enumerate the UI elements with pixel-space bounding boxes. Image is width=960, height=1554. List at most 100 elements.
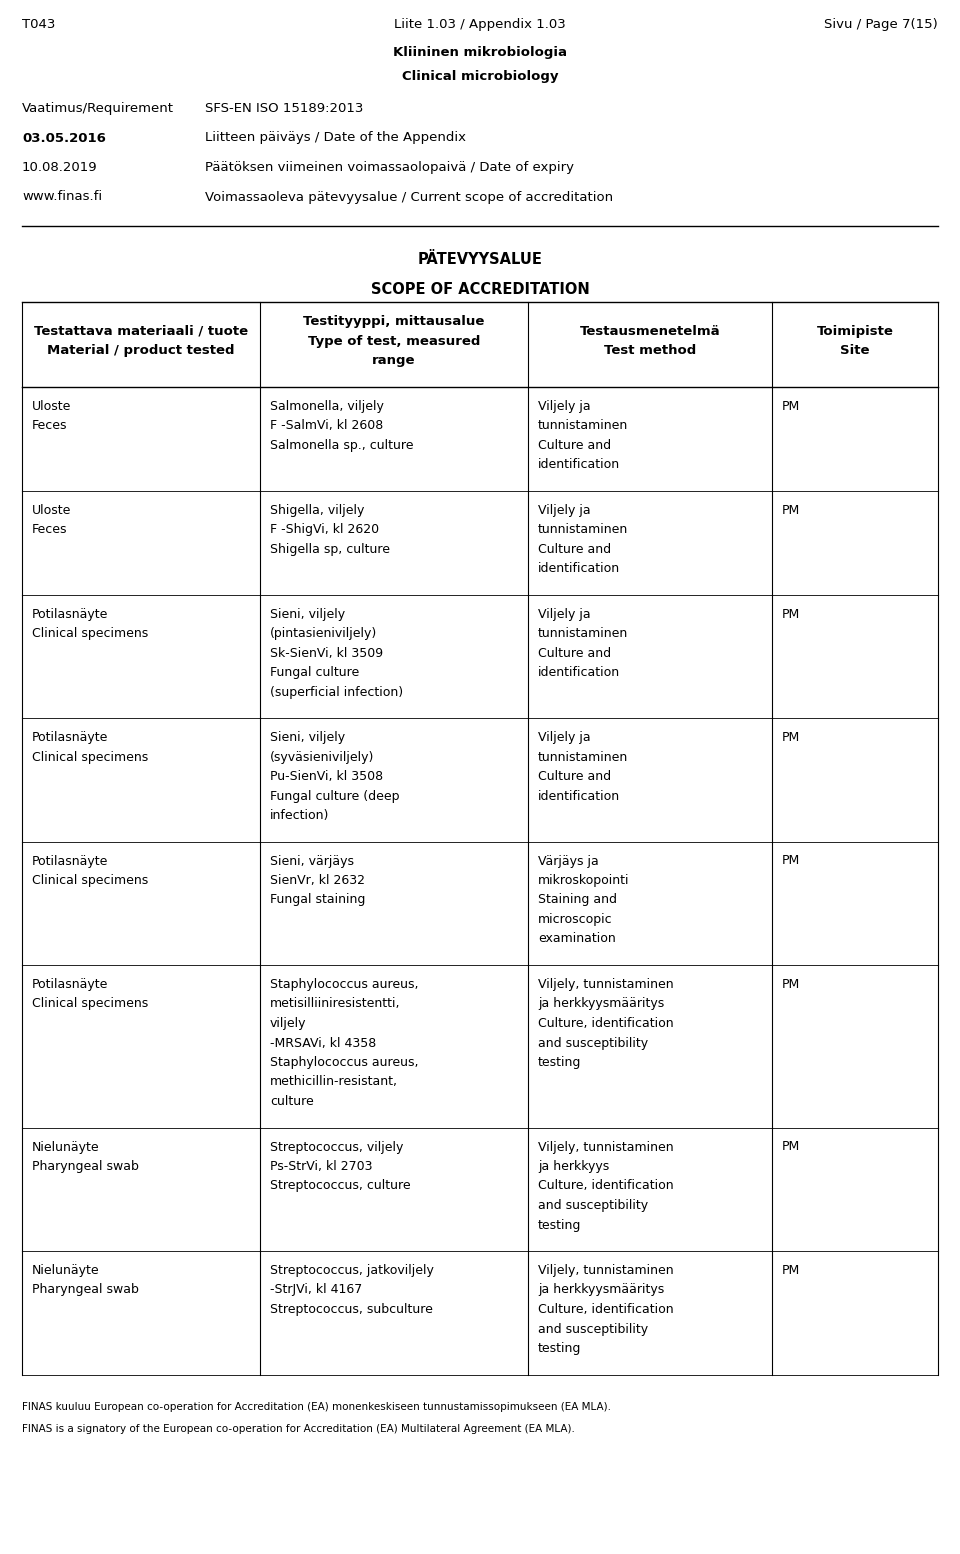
- Text: (pintasieniviljely): (pintasieniviljely): [270, 626, 377, 640]
- Text: methicillin-resistant,: methicillin-resistant,: [270, 1075, 398, 1088]
- Text: and susceptibility: and susceptibility: [538, 1322, 648, 1335]
- Text: PM: PM: [782, 977, 801, 991]
- Text: Feces: Feces: [32, 524, 67, 536]
- Text: Sieni, värjäys: Sieni, värjäys: [270, 855, 354, 867]
- Text: Clinical specimens: Clinical specimens: [32, 626, 148, 640]
- Text: viljely: viljely: [270, 1016, 306, 1030]
- Text: and susceptibility: and susceptibility: [538, 1037, 648, 1049]
- Text: identification: identification: [538, 789, 620, 802]
- Text: Liitteen päiväys / Date of the Appendix: Liitteen päiväys / Date of the Appendix: [205, 132, 466, 145]
- Text: tunnistaminen: tunnistaminen: [538, 524, 628, 536]
- Text: range: range: [372, 354, 416, 367]
- Text: Clinical microbiology: Clinical microbiology: [401, 70, 559, 82]
- Text: FINAS kuuluu European co-operation for Accreditation (EA) monenkeskiseen tunnust: FINAS kuuluu European co-operation for A…: [22, 1403, 611, 1413]
- Text: Potilasnäyte: Potilasnäyte: [32, 855, 108, 867]
- Text: Viljely ja: Viljely ja: [538, 608, 590, 620]
- Text: PM: PM: [782, 503, 801, 516]
- Text: and susceptibility: and susceptibility: [538, 1200, 648, 1212]
- Text: Fungal staining: Fungal staining: [270, 894, 366, 906]
- Text: Clinical specimens: Clinical specimens: [32, 751, 148, 763]
- Text: Viljely, tunnistaminen: Viljely, tunnistaminen: [538, 977, 674, 991]
- Text: Testattava materiaali / tuote: Testattava materiaali / tuote: [34, 325, 248, 337]
- Text: testing: testing: [538, 1343, 582, 1355]
- Text: Testityyppi, mittausalue: Testityyppi, mittausalue: [303, 315, 485, 328]
- Text: Värjäys ja: Värjäys ja: [538, 855, 599, 867]
- Text: Staining and: Staining and: [538, 894, 617, 906]
- Text: 03.05.2016: 03.05.2016: [22, 132, 106, 145]
- Text: tunnistaminen: tunnistaminen: [538, 751, 628, 763]
- Text: Viljely, tunnistaminen: Viljely, tunnistaminen: [538, 1141, 674, 1153]
- Text: Culture, identification: Culture, identification: [538, 1302, 674, 1316]
- Text: identification: identification: [538, 667, 620, 679]
- Text: -StrJVi, kl 4167: -StrJVi, kl 4167: [270, 1284, 362, 1296]
- Text: testing: testing: [538, 1057, 582, 1069]
- Text: Salmonella sp., culture: Salmonella sp., culture: [270, 438, 414, 452]
- Text: Sieni, viljely: Sieni, viljely: [270, 730, 346, 744]
- Text: Streptococcus, jatkoviljely: Streptococcus, jatkoviljely: [270, 1263, 434, 1277]
- Text: Sivu / Page 7(15): Sivu / Page 7(15): [825, 19, 938, 31]
- Text: PÄTEVYYSALUE: PÄTEVYYSALUE: [418, 252, 542, 267]
- Text: Test method: Test method: [604, 345, 696, 357]
- Text: Sieni, viljely: Sieni, viljely: [270, 608, 346, 620]
- Text: identification: identification: [538, 563, 620, 575]
- Text: SCOPE OF ACCREDITATION: SCOPE OF ACCREDITATION: [371, 281, 589, 297]
- Text: Feces: Feces: [32, 420, 67, 432]
- Text: -MRSAVi, kl 4358: -MRSAVi, kl 4358: [270, 1037, 376, 1049]
- Text: (superficial infection): (superficial infection): [270, 685, 403, 698]
- Text: ja herkkyysmääritys: ja herkkyysmääritys: [538, 998, 664, 1010]
- Text: ja herkkyys: ja herkkyys: [538, 1159, 610, 1173]
- Text: Shigella, viljely: Shigella, viljely: [270, 503, 365, 516]
- Text: Clinical specimens: Clinical specimens: [32, 873, 148, 887]
- Text: mikroskopointi: mikroskopointi: [538, 873, 630, 887]
- Text: infection): infection): [270, 810, 329, 822]
- Text: Clinical specimens: Clinical specimens: [32, 998, 148, 1010]
- Text: Toimipiste: Toimipiste: [817, 325, 894, 337]
- Text: SienVr, kl 2632: SienVr, kl 2632: [270, 873, 365, 887]
- Text: Culture, identification: Culture, identification: [538, 1179, 674, 1192]
- Text: Kliininen mikrobiologia: Kliininen mikrobiologia: [393, 47, 567, 59]
- Text: Salmonella, viljely: Salmonella, viljely: [270, 399, 384, 412]
- Text: Voimassaoleva pätevyysalue / Current scope of accreditation: Voimassaoleva pätevyysalue / Current sco…: [205, 191, 613, 204]
- Text: tunnistaminen: tunnistaminen: [538, 420, 628, 432]
- Text: Potilasnäyte: Potilasnäyte: [32, 608, 108, 620]
- Text: Fungal culture (deep: Fungal culture (deep: [270, 789, 399, 802]
- Text: Type of test, measured: Type of test, measured: [308, 334, 480, 348]
- Text: Culture and: Culture and: [538, 769, 612, 783]
- Text: Potilasnäyte: Potilasnäyte: [32, 730, 108, 744]
- Text: Streptococcus, viljely: Streptococcus, viljely: [270, 1141, 403, 1153]
- Text: Uloste: Uloste: [32, 399, 71, 412]
- Text: testing: testing: [538, 1218, 582, 1231]
- Text: Fungal culture: Fungal culture: [270, 667, 359, 679]
- Text: 10.08.2019: 10.08.2019: [22, 162, 98, 174]
- Text: Streptococcus, subculture: Streptococcus, subculture: [270, 1302, 433, 1316]
- Text: Streptococcus, culture: Streptococcus, culture: [270, 1179, 411, 1192]
- Text: PM: PM: [782, 608, 801, 620]
- Text: Pharyngeal swab: Pharyngeal swab: [32, 1284, 139, 1296]
- Text: Vaatimus/Requirement: Vaatimus/Requirement: [22, 103, 174, 115]
- Text: Material / product tested: Material / product tested: [47, 345, 235, 357]
- Text: microscopic: microscopic: [538, 914, 612, 926]
- Text: PM: PM: [782, 855, 801, 867]
- Text: www.finas.fi: www.finas.fi: [22, 191, 102, 204]
- Text: examination: examination: [538, 932, 615, 945]
- Text: (syväsieniviljely): (syväsieniviljely): [270, 751, 374, 763]
- Text: Shigella sp, culture: Shigella sp, culture: [270, 542, 390, 555]
- Text: Culture and: Culture and: [538, 646, 612, 659]
- Text: Testausmenetelmä: Testausmenetelmä: [580, 325, 720, 337]
- Text: Sk-SienVi, kl 3509: Sk-SienVi, kl 3509: [270, 646, 383, 659]
- Text: Staphylococcus aureus,: Staphylococcus aureus,: [270, 977, 419, 991]
- Text: metisilliiniresistentti,: metisilliiniresistentti,: [270, 998, 400, 1010]
- Text: tunnistaminen: tunnistaminen: [538, 626, 628, 640]
- Text: PM: PM: [782, 399, 801, 412]
- Text: identification: identification: [538, 458, 620, 471]
- Text: F -SalmVi, kl 2608: F -SalmVi, kl 2608: [270, 420, 383, 432]
- Text: Uloste: Uloste: [32, 503, 71, 516]
- Text: SFS-EN ISO 15189:2013: SFS-EN ISO 15189:2013: [205, 103, 364, 115]
- Text: ja herkkyysmääritys: ja herkkyysmääritys: [538, 1284, 664, 1296]
- Text: Potilasnäyte: Potilasnäyte: [32, 977, 108, 991]
- Text: Viljely ja: Viljely ja: [538, 399, 590, 412]
- Text: Culture and: Culture and: [538, 438, 612, 452]
- Text: Nielunäyte: Nielunäyte: [32, 1263, 100, 1277]
- Text: Pu-SienVi, kl 3508: Pu-SienVi, kl 3508: [270, 769, 383, 783]
- Text: Liite 1.03 / Appendix 1.03: Liite 1.03 / Appendix 1.03: [395, 19, 565, 31]
